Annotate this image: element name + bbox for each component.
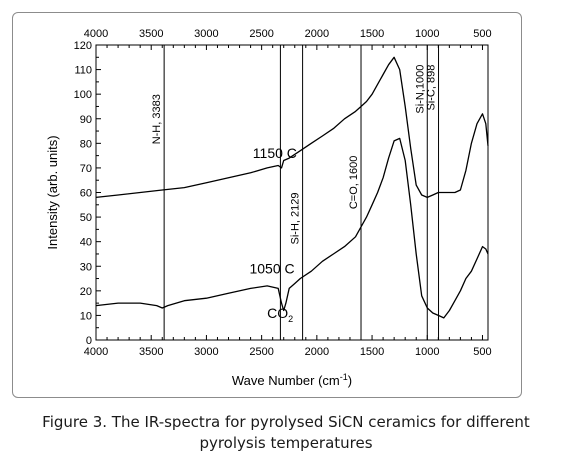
x-tick-label: 3000 — [194, 346, 218, 358]
chart-annotation: CO2 — [267, 305, 293, 324]
reference-line-label: N-H, 3383 — [151, 94, 163, 144]
x-tick-label-top: 4000 — [84, 28, 108, 40]
y-axis-label: Intensity (arb. units) — [45, 135, 60, 249]
y-tick-label: 100 — [74, 89, 92, 101]
y-tick-label: 50 — [80, 212, 92, 224]
ir-spectra-chart: 4000 4000 3500 3500 3000 3000 2500 2500 2000 2000… — [45, 28, 492, 388]
y-tick-label: 0 — [86, 335, 92, 347]
x-tick-label-top: 2000 — [305, 28, 329, 40]
x-tick-label: 3500 — [139, 346, 163, 358]
series-line-1150c — [95, 56, 489, 199]
y-tick-label: 30 — [80, 261, 92, 273]
x-tick-label: 4000 — [84, 346, 108, 358]
y-tick-label: 60 — [80, 188, 92, 200]
figure-caption: Figure 3. The IR-spectra for pyrolysed S… — [0, 412, 572, 454]
y-tick-label: 70 — [80, 163, 92, 175]
reference-line-label: Si-N,1000 — [414, 65, 426, 114]
y-tick-label: 40 — [80, 237, 92, 249]
x-tick-label-top: 2500 — [249, 28, 273, 40]
x-tick-label: 1000 — [415, 346, 439, 358]
y-tick-label: 20 — [80, 286, 92, 298]
x-tick-label-top: 500 — [473, 28, 491, 40]
chart-annotation: 1050 C — [249, 261, 294, 277]
series-line-1050c — [95, 137, 489, 319]
y-tick-label: 120 — [74, 40, 92, 52]
x-axis-label: Wave Number (cm-1) — [232, 372, 352, 388]
x-tick-label: 2500 — [249, 346, 273, 358]
y-tick-label: 90 — [80, 114, 92, 126]
reference-line-label: Si-C, 898 — [426, 65, 438, 111]
x-tick-label: 500 — [473, 346, 491, 358]
x-tick-label-top: 3500 — [139, 28, 163, 40]
y-tick-label: 80 — [80, 138, 92, 150]
x-tick-label-top: 1500 — [360, 28, 384, 40]
reference-line-label: C=O, 1600 — [348, 156, 360, 210]
chart-annotation: 1150 C — [253, 145, 297, 161]
x-tick-label: 2000 — [305, 346, 329, 358]
y-tick-label: 110 — [74, 65, 92, 77]
x-tick-label: 1500 — [360, 346, 384, 358]
caption-line-2: pyrolysis temperatures — [199, 434, 373, 452]
y-tick-label: 10 — [80, 310, 92, 322]
reference-line-label: Si-H, 2129 — [290, 193, 302, 245]
caption-line-1: Figure 3. The IR-spectra for pyrolysed S… — [42, 413, 530, 431]
x-tick-label-top: 3000 — [194, 28, 218, 40]
x-tick-label-top: 1000 — [415, 28, 439, 40]
